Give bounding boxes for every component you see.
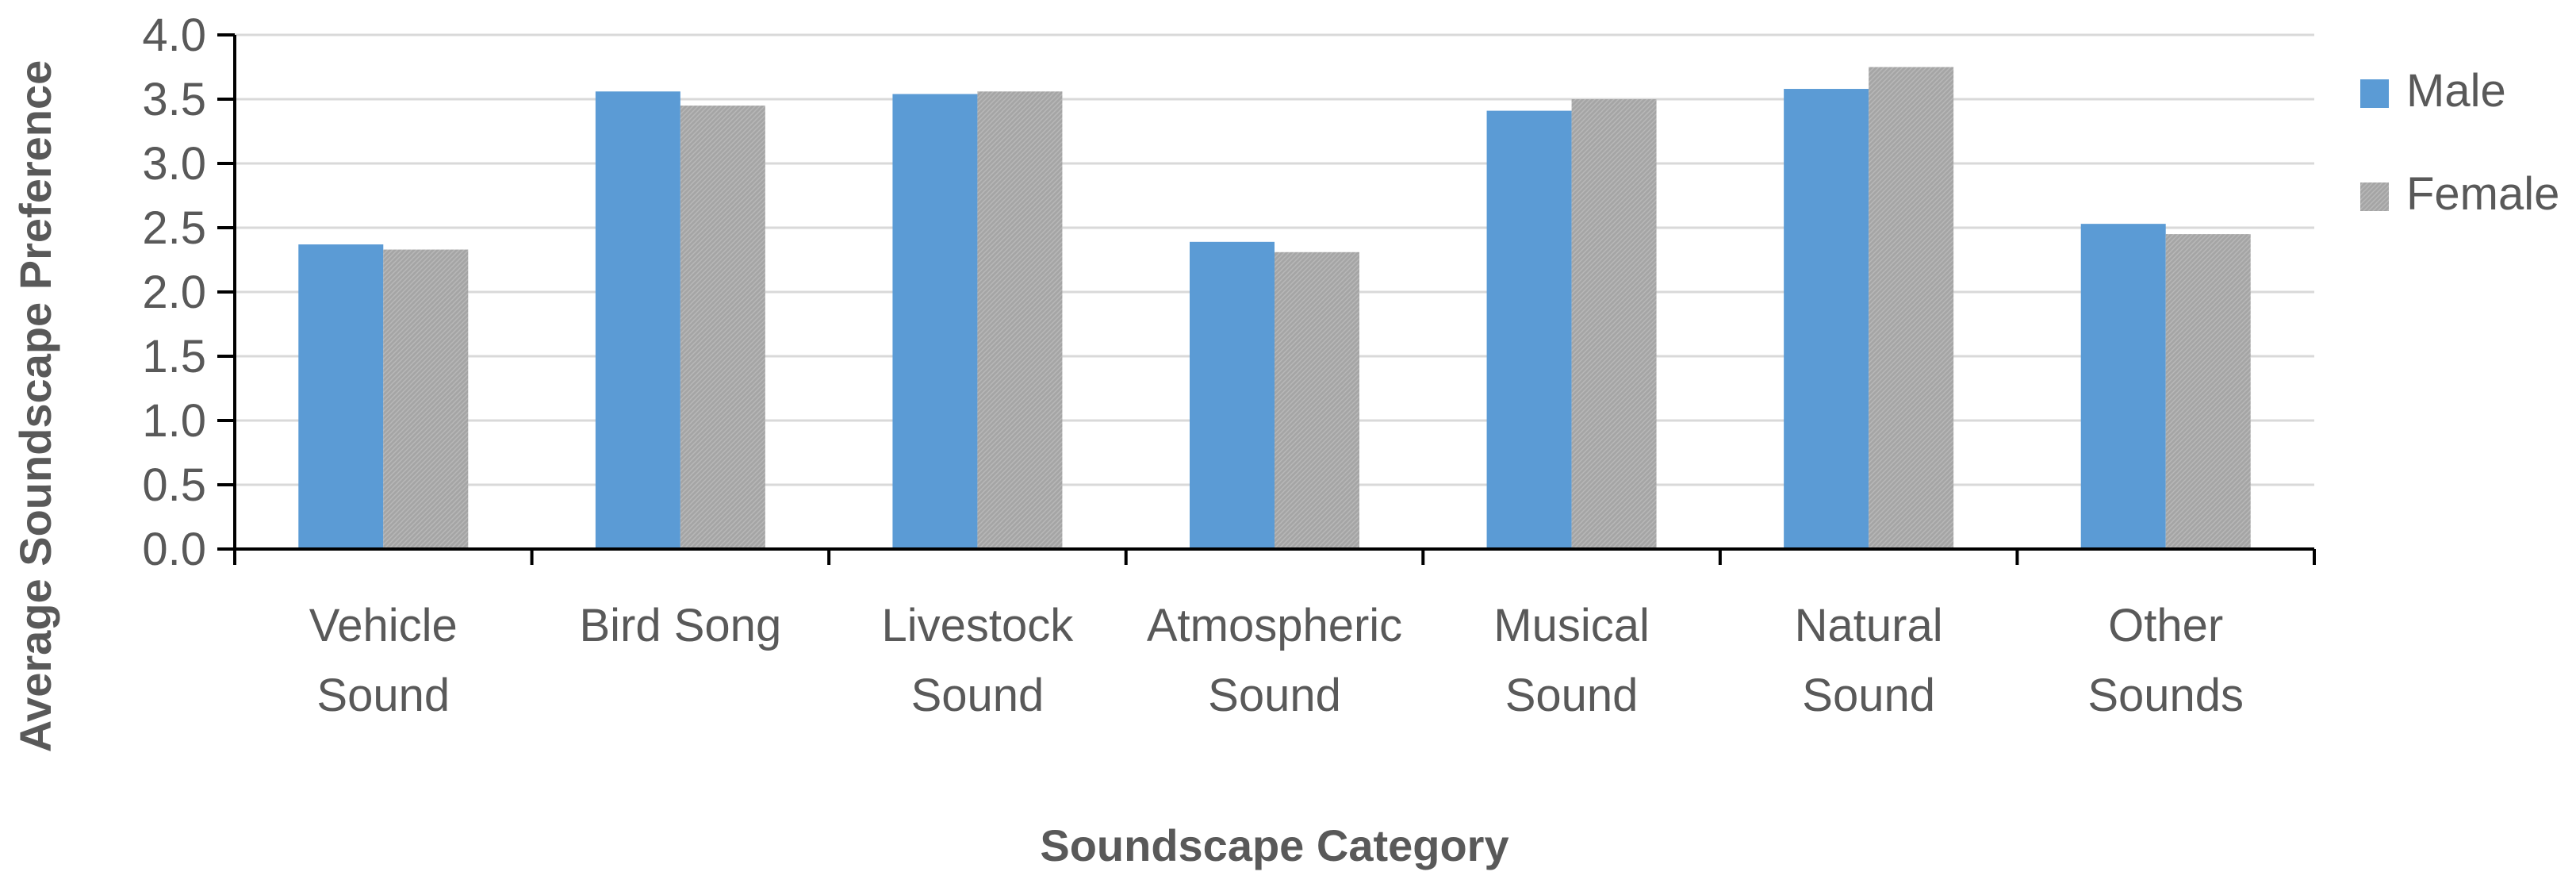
bar-female-2 bbox=[977, 91, 1063, 549]
x-category-label: Atmospheric bbox=[1147, 600, 1402, 651]
legend-swatch-female bbox=[2360, 182, 2389, 211]
y-tick-label: 0.0 bbox=[142, 524, 206, 575]
bar-male-5 bbox=[1784, 89, 1869, 550]
bar-male-2 bbox=[892, 94, 978, 549]
y-tick-label: 2.0 bbox=[142, 267, 206, 318]
x-category-label: Other bbox=[2108, 600, 2223, 651]
x-category-label: Sound bbox=[1208, 670, 1341, 721]
bar-male-6 bbox=[2080, 224, 2166, 549]
bar-female-4 bbox=[1571, 99, 1657, 549]
legend-label-female: Female bbox=[2406, 168, 2559, 220]
legend-swatch-male bbox=[2360, 79, 2389, 108]
bar-male-1 bbox=[595, 91, 680, 549]
y-tick-labels: 0.0 0.5 1.0 1.5 2.0 2.5 3.0 3.5 4.0 bbox=[142, 10, 206, 575]
y-tick-label: 1.0 bbox=[142, 395, 206, 447]
x-category-label: Bird Song bbox=[579, 600, 781, 651]
bar-female-3 bbox=[1275, 252, 1359, 549]
x-category-label: Sounds bbox=[2087, 670, 2244, 721]
bar-male-4 bbox=[1486, 110, 1572, 549]
bar-male-3 bbox=[1190, 241, 1275, 549]
y-tick-label: 3.5 bbox=[142, 74, 206, 125]
x-category-label: Natural bbox=[1795, 600, 1943, 651]
y-tick-label: 3.0 bbox=[142, 138, 206, 190]
x-category-label: Sound bbox=[1802, 670, 1935, 721]
bar-female-1 bbox=[680, 106, 765, 550]
y-tick-label: 4.0 bbox=[142, 10, 206, 61]
x-category-label: Musical bbox=[1493, 600, 1650, 651]
x-category-label: Sound bbox=[316, 670, 450, 721]
x-category-label: Sound bbox=[911, 670, 1045, 721]
bar-female-5 bbox=[1869, 67, 1954, 549]
x-category-label: Vehicle bbox=[309, 600, 458, 651]
legend: Male Female bbox=[2360, 65, 2559, 220]
x-category-label: Livestock bbox=[882, 600, 1075, 651]
axes bbox=[217, 33, 2316, 565]
bar-male-0 bbox=[298, 244, 384, 549]
y-tick-label: 1.5 bbox=[142, 331, 206, 382]
y-tick-label: 0.5 bbox=[142, 459, 206, 511]
bar-female-0 bbox=[383, 249, 469, 549]
x-category-labels: Vehicle Sound Bird Song Livestock Sound Atmos… bbox=[309, 600, 2244, 721]
legend-label-male: Male bbox=[2406, 65, 2506, 117]
x-category-label: Sound bbox=[1505, 670, 1639, 721]
x-axis-title: Soundscape Category bbox=[1040, 820, 1508, 870]
y-tick-label: 2.5 bbox=[142, 202, 206, 254]
bar-female-6 bbox=[2165, 234, 2251, 549]
y-axis-title: Average Soundscape Preference bbox=[10, 60, 60, 753]
bars bbox=[298, 67, 2251, 550]
